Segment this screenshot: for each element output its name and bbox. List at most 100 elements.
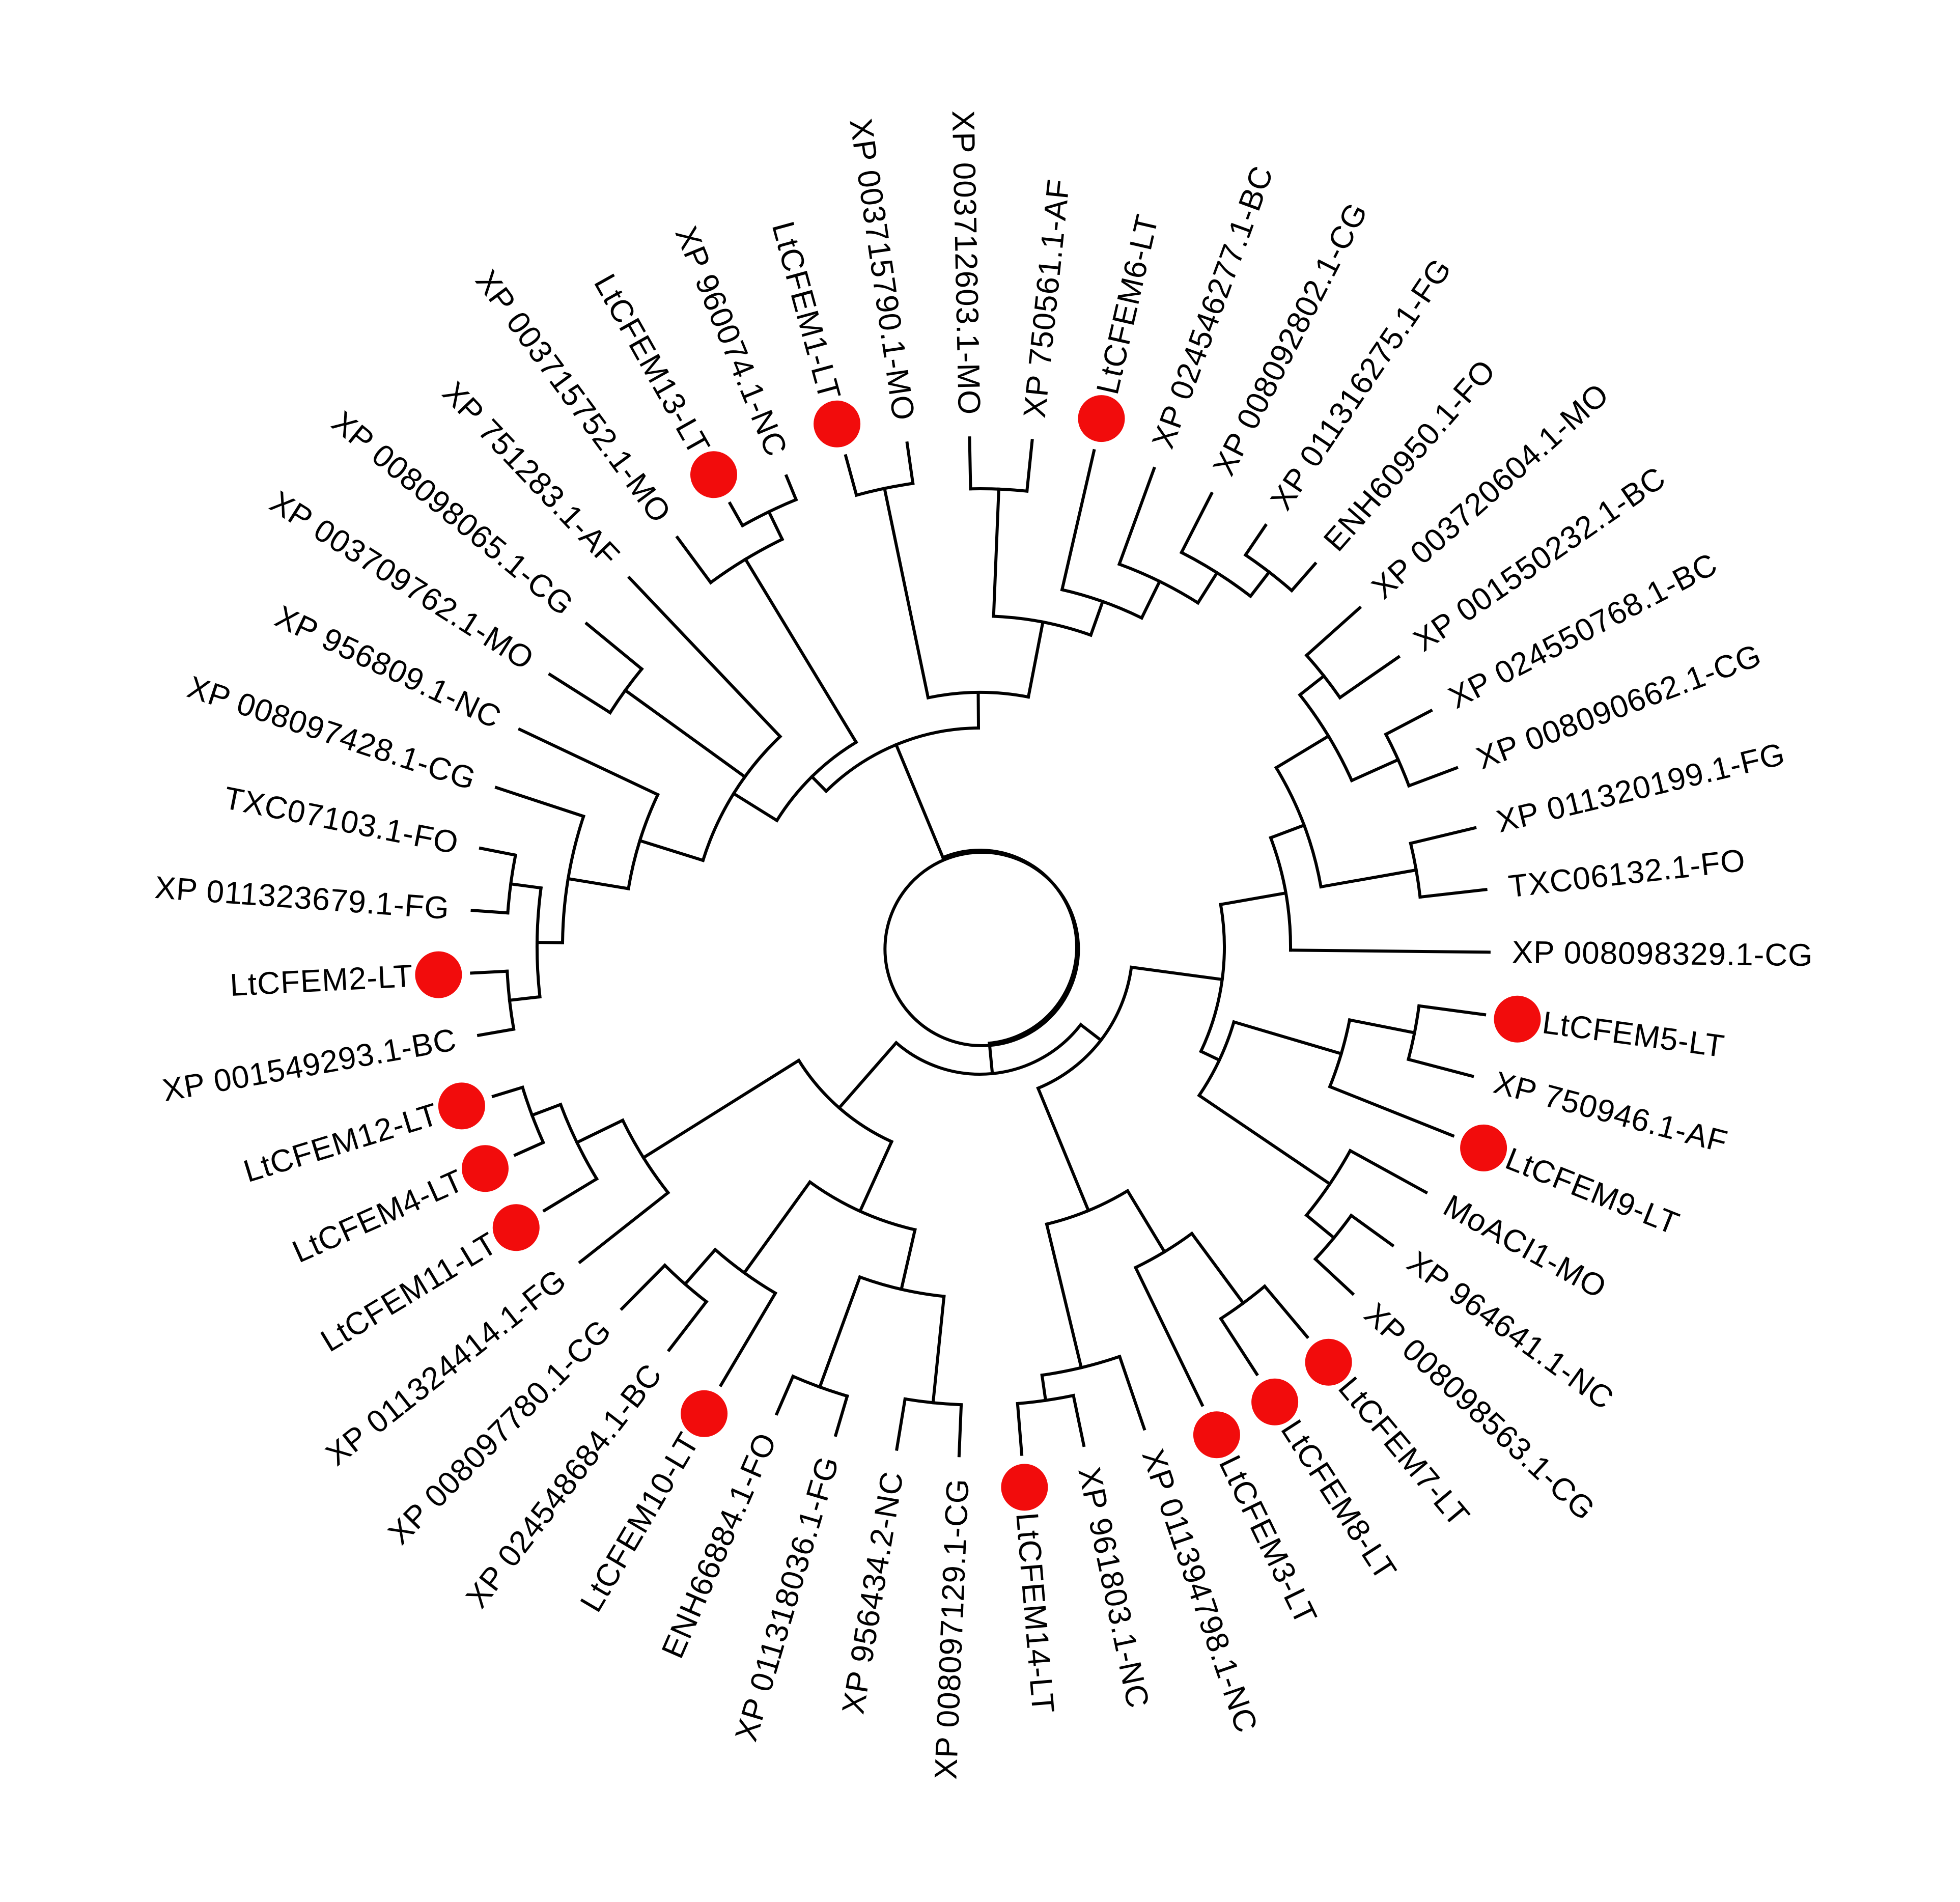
- tree-branch: [957, 1403, 963, 1458]
- tree-branch: [1407, 766, 1459, 788]
- tree-branch: [1262, 1284, 1310, 1339]
- tree-branch: [1195, 570, 1219, 605]
- tree-branch: [1269, 823, 1306, 840]
- tree-branch: [530, 1102, 563, 1117]
- tree-branch: [1040, 1373, 1048, 1403]
- leaf-label: XP 001550232.1-BC: [1407, 460, 1672, 659]
- tree-branch: [1406, 1057, 1474, 1078]
- tree-branch: [477, 1027, 516, 1038]
- tree-branch: [548, 672, 612, 715]
- tree-branch: [1197, 1093, 1332, 1186]
- leaf-label: XP 003709762.1-MO: [264, 484, 540, 677]
- marker-dot: [1305, 1338, 1352, 1386]
- marker-dot: [1494, 995, 1541, 1043]
- tree-branch: [931, 1295, 946, 1405]
- tree-branch: [638, 838, 705, 862]
- leaf-label: LtCFEM2-LT: [229, 959, 414, 1003]
- tree-branch: [1139, 579, 1162, 620]
- tree-branch: [470, 908, 510, 915]
- tree-branch: [1418, 887, 1488, 899]
- leaf-label: XP 750561.1-AF: [1017, 177, 1077, 419]
- tree-branch: [1218, 1316, 1259, 1377]
- tree-branch: [535, 941, 565, 944]
- leaf-label: XP 011323679.1-FG: [154, 870, 451, 926]
- tree-branch: [623, 688, 747, 779]
- leaf-label: XP 003712603.1-MO: [945, 110, 987, 415]
- tree-branch: [683, 1247, 718, 1286]
- tree-branch: [1036, 1086, 1090, 1213]
- leaf-label: TXC06132.1-FO: [1506, 843, 1747, 904]
- tree-branch: [1350, 758, 1401, 783]
- tree-branch: [1189, 1231, 1246, 1305]
- tree-branch: [784, 474, 798, 502]
- tree-branch: [1026, 655, 1038, 699]
- tree-branch: [894, 742, 945, 860]
- marker-dot: [1460, 1124, 1507, 1171]
- tree-branch: [905, 441, 915, 485]
- tree-branch: [899, 1227, 917, 1292]
- tree-branch: [1248, 570, 1272, 599]
- tree-branch: [1045, 1222, 1083, 1370]
- tree-branch: [837, 1067, 875, 1110]
- tree-branch: [566, 877, 630, 890]
- tree-branch: [718, 1291, 778, 1387]
- tree-branch: [858, 1139, 894, 1213]
- tree-branch: [882, 486, 930, 700]
- tree-branch: [1298, 674, 1326, 697]
- tree-branch: [1328, 1084, 1455, 1138]
- leaf-label: XP 956434.2-NC: [835, 1469, 910, 1716]
- tree-arc: [894, 1022, 1083, 1076]
- tree-branch: [1129, 965, 1224, 982]
- tree-branch: [494, 786, 585, 819]
- leaf-label: TXC07103.1-FO: [221, 780, 461, 861]
- tree-branch: [479, 846, 518, 857]
- leaf-label: LtCFEM5-LT: [1541, 1005, 1727, 1064]
- marker-dot: [814, 400, 861, 447]
- marker-dot: [1001, 1464, 1048, 1511]
- tree-branch: [1409, 826, 1477, 846]
- marker-dot: [462, 1145, 509, 1192]
- tree-branch: [1117, 466, 1156, 567]
- leaf-label: XP 001549293.1-BC: [160, 1022, 459, 1108]
- tree-labels: XP 001549293.1-BC LtCFEM2-LT XP 011323679.…: [154, 110, 1813, 1780]
- tree-branch: [1348, 1149, 1429, 1195]
- leaf-label: LtCFEM1-LT: [765, 218, 848, 404]
- tree-branch: [1304, 605, 1362, 658]
- marker-dot: [415, 951, 462, 998]
- tree-branch: [767, 510, 785, 542]
- leaf-label: XP 961803.1-NC: [1071, 1464, 1156, 1712]
- tree-branch: [968, 436, 972, 491]
- marker-dot: [690, 451, 737, 498]
- tree-branch: [988, 1041, 994, 1076]
- tree-branch: [1060, 449, 1096, 592]
- tree-branch: [1133, 1265, 1205, 1407]
- tree-branch: [666, 1299, 709, 1353]
- leaf-label: LtCFEM9-LT: [1501, 1141, 1684, 1242]
- leaf-label: LtCFEM12-LT: [240, 1097, 443, 1189]
- tree-branch: [584, 621, 644, 672]
- leaf-label: XP 008098563.1-CG: [1357, 1297, 1602, 1527]
- tree-branch: [1304, 1213, 1336, 1240]
- tree-branch: [1034, 620, 1045, 659]
- tree-branch: [1088, 599, 1105, 637]
- marker-dot: [1251, 1378, 1299, 1425]
- tree-arc: [883, 851, 1080, 1047]
- tree-branch: [491, 1085, 525, 1099]
- tree-branch: [1348, 1018, 1417, 1035]
- tree-branch: [575, 1118, 625, 1145]
- leaf-label: XP 003715790.1-MO: [843, 117, 921, 423]
- marker-dot: [438, 1082, 485, 1130]
- tree-branch: [871, 1040, 899, 1072]
- leaf-label: XP 008097780.1-CG: [381, 1312, 618, 1551]
- tree-branch: [731, 791, 779, 823]
- tree-branch: [1417, 1004, 1487, 1017]
- tree-markers: [415, 395, 1541, 1511]
- tree-branch: [509, 882, 543, 890]
- marker-dot: [1193, 1411, 1240, 1459]
- tree-arc: [941, 849, 1078, 1045]
- tree-branch: [513, 1140, 546, 1157]
- tree-branch: [1016, 1402, 1024, 1456]
- tree-branch: [809, 774, 829, 794]
- tree-branch: [833, 1394, 849, 1437]
- tree-branch: [743, 557, 858, 745]
